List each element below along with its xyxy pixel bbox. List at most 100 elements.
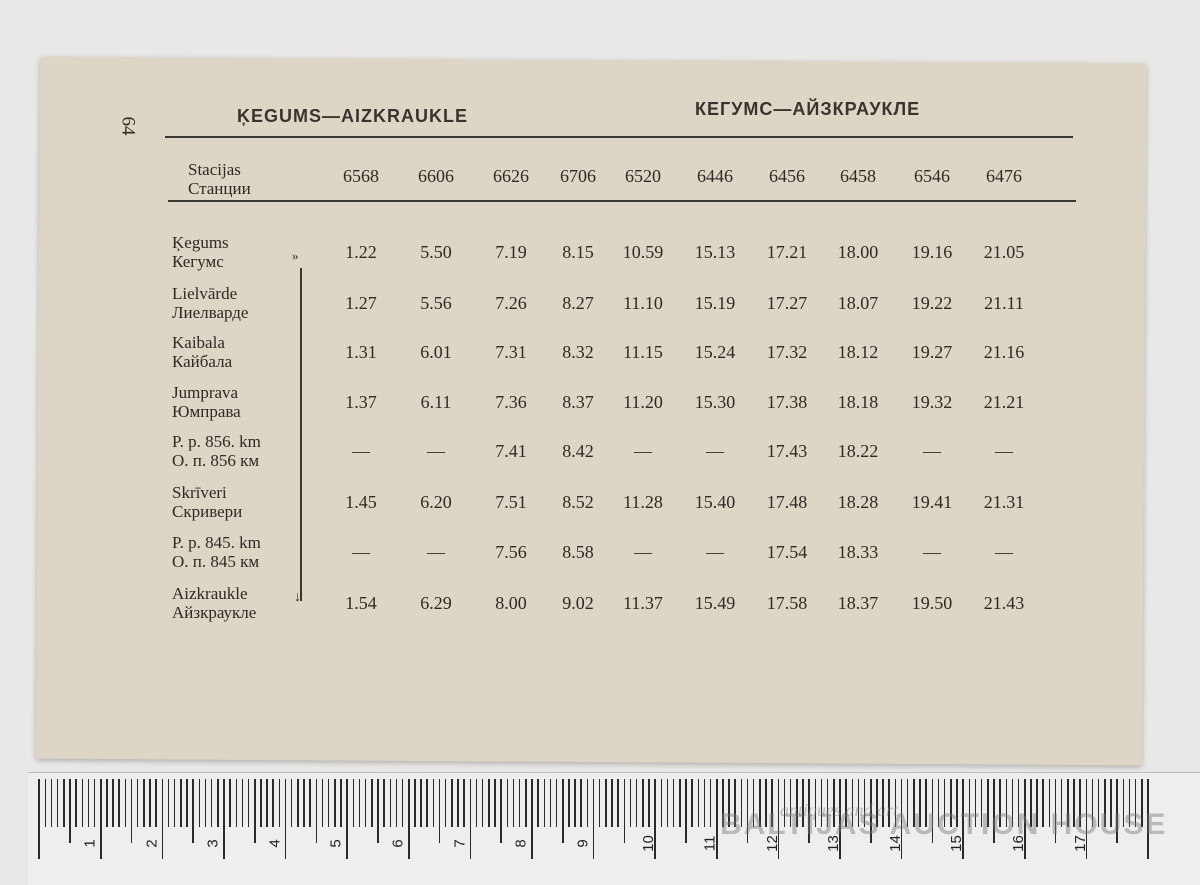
departure-time: 21.31	[983, 492, 1025, 512]
ruler-tick	[580, 779, 582, 827]
ruler-tick	[340, 779, 342, 827]
departure-time: 6.11	[420, 392, 452, 412]
ruler-tick	[629, 779, 632, 827]
ruler-tick	[297, 779, 299, 827]
station-name: Lielvārde Лиелварде	[172, 284, 297, 322]
ruler-tick	[457, 779, 459, 827]
ruler-tick	[783, 779, 786, 827]
ruler-tick	[543, 779, 546, 827]
ruler-tick	[820, 779, 823, 827]
ruler-tick	[752, 779, 755, 827]
ruler-tick	[555, 779, 558, 827]
ruler-tick	[703, 779, 706, 827]
ruler-tick	[93, 779, 96, 827]
ruler-tick	[679, 779, 681, 827]
header-rule	[168, 200, 1076, 202]
ruler-tick	[1085, 779, 1088, 859]
departure-time: 19.22	[911, 293, 953, 313]
ruler-tick	[870, 779, 872, 843]
ruler-tick	[709, 779, 712, 827]
ruler-tick	[857, 779, 860, 827]
departure-time: 10.59	[622, 242, 664, 262]
ruler-tick	[537, 779, 539, 827]
departure-time: 18.12	[837, 342, 879, 362]
departure-time: —	[995, 542, 1013, 562]
ruler-tick	[377, 779, 379, 843]
ruler-tick	[937, 779, 940, 827]
ruler-tick	[309, 779, 311, 827]
station-name-ru: Лиелварде	[172, 303, 249, 322]
station-name: Skrīveri Скривери	[172, 483, 297, 521]
ruler-tick	[186, 779, 188, 827]
ruler-tick	[100, 779, 102, 859]
ruler-tick	[839, 779, 841, 859]
ruler-tick	[728, 779, 730, 827]
departure-time: 1.22	[345, 242, 377, 262]
ruler-tick	[1128, 779, 1131, 827]
ruler-tick	[469, 779, 472, 859]
departure-time: 21.05	[983, 242, 1025, 262]
ruler-tick	[284, 779, 287, 859]
ruler-tick	[1054, 779, 1057, 843]
direction-arrow-line	[300, 268, 302, 601]
ruler-label: 9	[574, 839, 592, 848]
ruler-tick	[814, 779, 817, 827]
departure-time: 15.19	[694, 293, 736, 313]
departure-time: 18.28	[837, 492, 879, 512]
ruler-tick	[1122, 779, 1125, 827]
ruler-tick	[414, 779, 416, 827]
ruler-tick	[1005, 779, 1008, 827]
ruler-tick	[1073, 779, 1075, 827]
ruler-tick	[223, 779, 225, 859]
ruler-tick	[69, 779, 71, 843]
ruler-tick	[389, 779, 392, 827]
station-name-lv: Aizkraukle	[172, 584, 248, 603]
ruler-tick	[87, 779, 90, 827]
ruler-tick	[660, 779, 663, 827]
ruler-tick	[518, 779, 521, 827]
ruler-tick	[358, 779, 361, 827]
ruler-tick	[260, 779, 262, 827]
train-number: 6458	[840, 166, 876, 186]
ruler-tick	[574, 779, 576, 827]
departure-time: —	[923, 542, 941, 562]
ruler-tick	[876, 779, 878, 827]
departure-time: 11.15	[623, 342, 663, 362]
ruler-tick	[173, 779, 176, 827]
departure-time: 7.51	[495, 492, 527, 512]
departure-time: 1.31	[345, 342, 377, 362]
departure-time: 8.37	[562, 392, 594, 412]
station-name-lv: Ķegums	[172, 233, 229, 252]
ruler-tick	[241, 779, 244, 827]
ruler-tick	[771, 779, 773, 827]
departure-time: 17.54	[766, 542, 808, 562]
departure-time: —	[427, 441, 445, 461]
ruler-tick	[1079, 779, 1081, 827]
ruler-tick	[235, 779, 238, 827]
departure-time: 21.16	[983, 342, 1025, 362]
ruler-label: 1	[81, 839, 99, 848]
ruler-tick	[383, 779, 385, 827]
departure-time: 17.43	[766, 441, 808, 461]
departure-time: 11.10	[623, 293, 663, 313]
ruler-tick	[617, 779, 619, 827]
ruler-tick	[315, 779, 318, 843]
ruler-tick	[136, 779, 139, 827]
ruler-tick	[654, 779, 656, 859]
ruler-tick	[1104, 779, 1106, 827]
station-name-ru: Скривери	[172, 502, 243, 521]
departure-time: 7.19	[495, 242, 527, 262]
ruler-tick	[1011, 779, 1014, 827]
ruler-label: 8	[512, 839, 530, 848]
ruler-tick	[685, 779, 687, 843]
ruler-tick	[1030, 779, 1032, 827]
departure-time: 8.27	[562, 293, 594, 313]
departure-time: 1.37	[345, 392, 377, 412]
ruler-tick	[1141, 779, 1143, 827]
ruler-tick	[112, 779, 114, 827]
ruler-tick	[1116, 779, 1118, 843]
ruler-tick	[882, 779, 884, 827]
ruler-tick	[217, 779, 219, 827]
ruler-tick	[1147, 779, 1149, 859]
departure-time: 18.07	[837, 293, 879, 313]
